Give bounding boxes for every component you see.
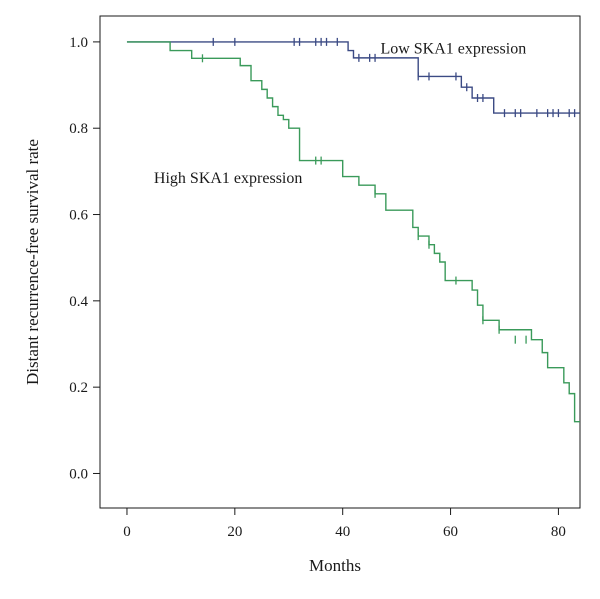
x-axis: 0 20 40 60 80 <box>123 508 566 540</box>
x-axis-label: Months <box>309 556 361 575</box>
y-axis-label: Distant recurrence-free survival rate <box>23 139 42 385</box>
y-tick-label: 0.2 <box>69 380 88 396</box>
annotation-label: High SKA1 expression <box>154 170 302 187</box>
x-tick-label: 60 <box>443 524 458 540</box>
y-tick-label: 0.4 <box>69 294 88 310</box>
plot-frame <box>99 15 581 509</box>
series-annotations: Low SKA1 expression High SKA1 expression <box>154 40 526 186</box>
y-tick-label: 0.8 <box>69 121 88 137</box>
y-tick-label: 1.0 <box>69 35 88 51</box>
censor-marks <box>201 37 576 344</box>
y-tick-label: 0.6 <box>69 208 88 224</box>
y-axis: 0.0 0.2 0.4 0.6 0.8 1.0 <box>69 35 100 482</box>
x-tick-label: 40 <box>335 524 350 540</box>
series-line-1 <box>126 41 580 423</box>
annotation-label: Low SKA1 expression <box>380 40 526 57</box>
y-tick-label: 0.0 <box>69 466 88 482</box>
x-tick-label: 0 <box>123 524 131 540</box>
x-tick-label: 20 <box>227 524 242 540</box>
survival-curves <box>126 41 580 423</box>
x-tick-label: 80 <box>551 524 566 540</box>
